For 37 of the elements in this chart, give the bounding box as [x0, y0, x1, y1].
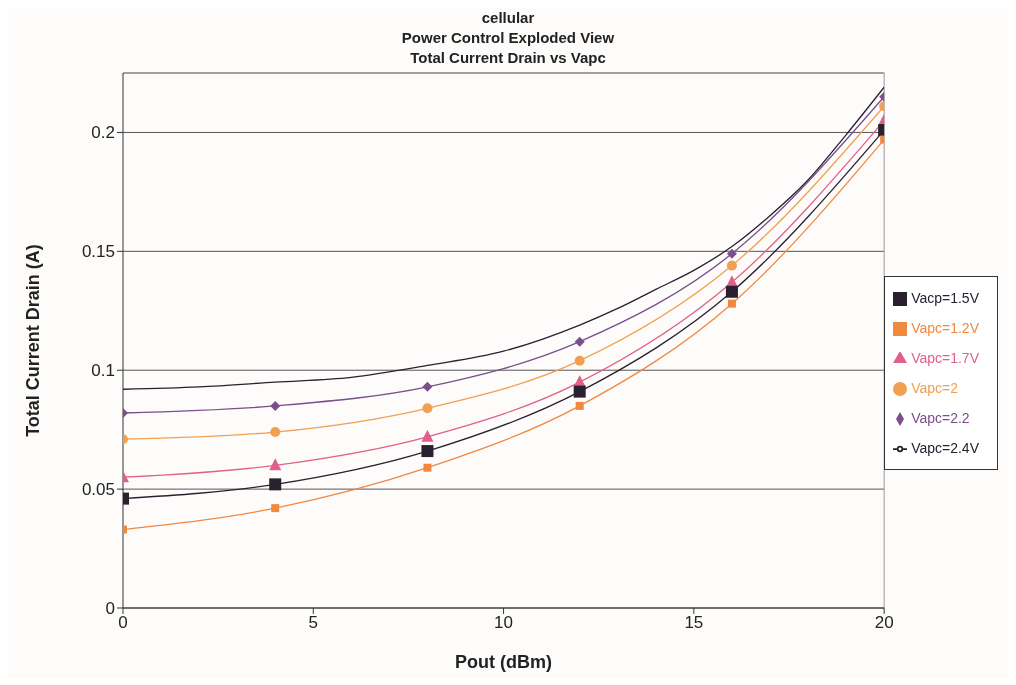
- point: [422, 381, 433, 392]
- legend-label: Vapc=2.4V: [911, 440, 979, 456]
- x-tick-label: 15: [684, 613, 704, 633]
- point: [269, 478, 282, 491]
- y-tick-label: 0.2: [91, 123, 115, 143]
- legend-label: Vapc=1.7V: [911, 350, 979, 366]
- y-tick-label: 0.1: [91, 361, 115, 381]
- x-tick-label: 5: [308, 613, 319, 633]
- y-tick-label: 0.05: [81, 480, 115, 500]
- legend-label: Vapc=2.2: [911, 410, 970, 426]
- y-tick-label: 0: [105, 599, 115, 619]
- point: [727, 299, 736, 308]
- legend-label: Vapc=2: [911, 380, 958, 396]
- point: [725, 285, 738, 298]
- point: [575, 401, 584, 410]
- point: [726, 260, 737, 271]
- point: [422, 403, 433, 414]
- x-tick-label: 0: [118, 613, 128, 633]
- point: [269, 458, 282, 471]
- point: [421, 429, 434, 442]
- point: [423, 463, 432, 472]
- point: [421, 445, 434, 458]
- point: [726, 248, 737, 259]
- point: [270, 427, 281, 438]
- y-axis-title: Total Current Drain (A): [23, 244, 44, 437]
- legend-label: Vacp=1.5V: [911, 290, 979, 306]
- x-tick-label: 20: [874, 613, 894, 633]
- x-axis-title: Pout (dBm): [455, 652, 553, 672]
- point: [573, 385, 586, 398]
- x-tick-label: 10: [494, 613, 514, 633]
- chart-title: cellular Power Control Exploded View Total Current Drain vs Vapc: [400, 8, 616, 68]
- point: [271, 504, 280, 513]
- point: [574, 355, 585, 366]
- point: [270, 400, 281, 411]
- point: [574, 336, 585, 347]
- legend-label: Vapc=1.2V: [911, 320, 979, 336]
- y-tick-label: 0.15: [81, 242, 115, 262]
